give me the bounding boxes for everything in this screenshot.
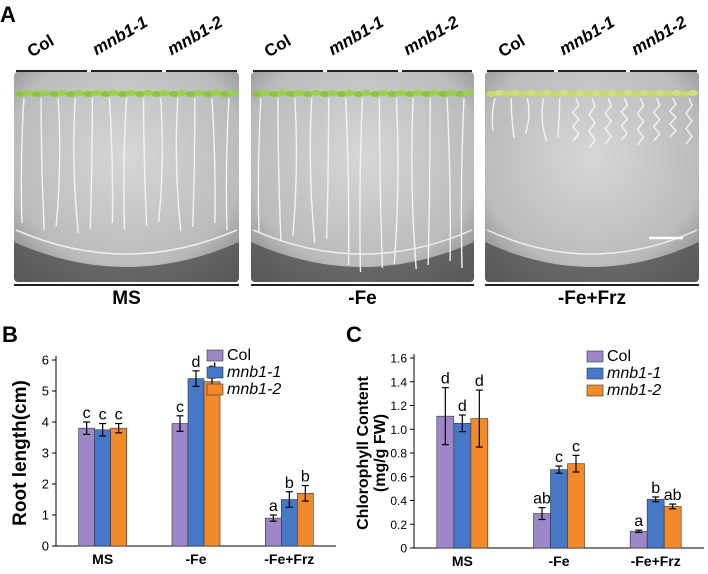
legend-swatch bbox=[586, 350, 604, 363]
genotype-label: mnb1-1 bbox=[556, 12, 619, 60]
category-label: -Fe+Frz bbox=[264, 551, 314, 567]
genotype-label: mnb1-2 bbox=[399, 12, 462, 60]
condition-rule bbox=[485, 284, 699, 286]
genotype-rule bbox=[401, 70, 472, 72]
significance-letter: c bbox=[115, 407, 123, 424]
genotype-rule bbox=[91, 70, 162, 72]
category-label: -Fe bbox=[549, 553, 570, 569]
bar bbox=[550, 469, 568, 549]
significance-letter: c bbox=[572, 438, 580, 455]
bar bbox=[646, 499, 665, 549]
legend-label: Col bbox=[607, 348, 631, 365]
y-tick-label: 1 bbox=[42, 508, 49, 523]
genotype-rule bbox=[16, 70, 87, 72]
y-tick-label: 1.2 bbox=[390, 399, 407, 413]
y-tick-label: 0.8 bbox=[390, 447, 407, 461]
panel-letter-a: A bbox=[0, 2, 16, 27]
y-tick-label: 1.4 bbox=[390, 375, 407, 389]
genotype-label: Col bbox=[24, 30, 58, 62]
legend-label: mnb1-2 bbox=[227, 381, 281, 398]
condition-label: -Fe+Frz bbox=[557, 288, 627, 309]
significance-letter: c bbox=[176, 399, 184, 416]
legend-swatch bbox=[206, 383, 224, 396]
category-label: MS bbox=[92, 551, 113, 567]
panel-letter-c: C bbox=[346, 322, 362, 347]
y-tick-label: 5 bbox=[42, 384, 49, 399]
bar bbox=[78, 427, 95, 547]
y-tick-label: 1.0 bbox=[390, 423, 407, 437]
significance-letter: d bbox=[458, 398, 467, 415]
significance-letter: c bbox=[555, 449, 563, 466]
bar bbox=[203, 381, 221, 547]
significance-letter: a bbox=[634, 513, 643, 530]
significance-letter: c bbox=[99, 407, 107, 424]
plate-photo bbox=[485, 72, 699, 282]
y-tick-label: 2 bbox=[42, 477, 49, 492]
plate-photo bbox=[251, 72, 474, 282]
condition-label: MS bbox=[112, 288, 141, 309]
significance-letter: b bbox=[285, 475, 294, 492]
genotype-rule bbox=[166, 70, 237, 72]
y-tick-label: 0.4 bbox=[390, 494, 407, 508]
bar bbox=[567, 463, 585, 549]
bar bbox=[171, 423, 189, 547]
panel-letter-b: B bbox=[2, 322, 18, 347]
y-tick-label: 1.6 bbox=[390, 352, 407, 366]
significance-letter: ab bbox=[664, 487, 682, 504]
y-tick-label: 4 bbox=[42, 415, 49, 430]
legend-swatch bbox=[206, 366, 224, 379]
y-tick-label: 0 bbox=[42, 539, 49, 554]
legend-swatch bbox=[586, 384, 604, 397]
bar bbox=[187, 378, 205, 547]
significance-letter: c bbox=[83, 405, 91, 422]
genotype-rule bbox=[253, 70, 324, 72]
legend-label: mnb1-1 bbox=[227, 364, 281, 381]
legend-label: mnb1-2 bbox=[607, 382, 661, 399]
genotype-label: Col bbox=[495, 30, 529, 62]
legend-swatch bbox=[206, 349, 224, 362]
y-tick-label: 0.6 bbox=[390, 470, 407, 484]
y-tick-label: 0 bbox=[400, 542, 407, 556]
legend-label: Col bbox=[227, 347, 251, 364]
significance-letter: b bbox=[301, 469, 310, 486]
genotype-rule bbox=[327, 70, 398, 72]
genotype-rule bbox=[487, 70, 555, 72]
category-label: MS bbox=[452, 553, 473, 569]
y-tick-label: 0.2 bbox=[390, 518, 407, 532]
bar bbox=[265, 517, 282, 547]
bar bbox=[663, 506, 682, 549]
legend-swatch bbox=[586, 367, 604, 380]
genotype-label: mnb1-2 bbox=[164, 12, 226, 60]
category-label: -Fe+Frz bbox=[631, 553, 681, 569]
significance-letter: d bbox=[441, 371, 450, 388]
bar bbox=[94, 429, 111, 547]
condition-label: -Fe bbox=[348, 288, 377, 309]
condition-rule bbox=[251, 284, 474, 286]
plate-photo bbox=[14, 72, 239, 282]
bar bbox=[453, 423, 472, 549]
category-label: -Fe bbox=[186, 551, 207, 567]
genotype-label: mnb1-2 bbox=[627, 12, 690, 60]
genotype-rule bbox=[558, 70, 626, 72]
legend-label: mnb1-1 bbox=[607, 365, 661, 382]
significance-letter: b bbox=[651, 480, 660, 497]
condition-rule bbox=[14, 284, 239, 286]
significance-letter: d bbox=[192, 354, 201, 371]
genotype-label: Col bbox=[261, 30, 295, 62]
significance-letter: d bbox=[475, 373, 484, 390]
significance-letter: ab bbox=[533, 491, 551, 508]
y-tick-label: 6 bbox=[42, 353, 49, 368]
y-tick-label: 3 bbox=[42, 446, 49, 461]
significance-letter: a bbox=[269, 498, 278, 515]
bar bbox=[110, 427, 127, 547]
genotype-rule bbox=[629, 70, 697, 72]
y-axis-label: Chlorophyll Content(mg/g FW) bbox=[355, 375, 389, 529]
genotype-label: mnb1-1 bbox=[89, 12, 151, 60]
genotype-label: mnb1-1 bbox=[325, 12, 388, 60]
bar bbox=[629, 531, 648, 549]
y-axis-label: Root length(cm) bbox=[10, 380, 31, 526]
